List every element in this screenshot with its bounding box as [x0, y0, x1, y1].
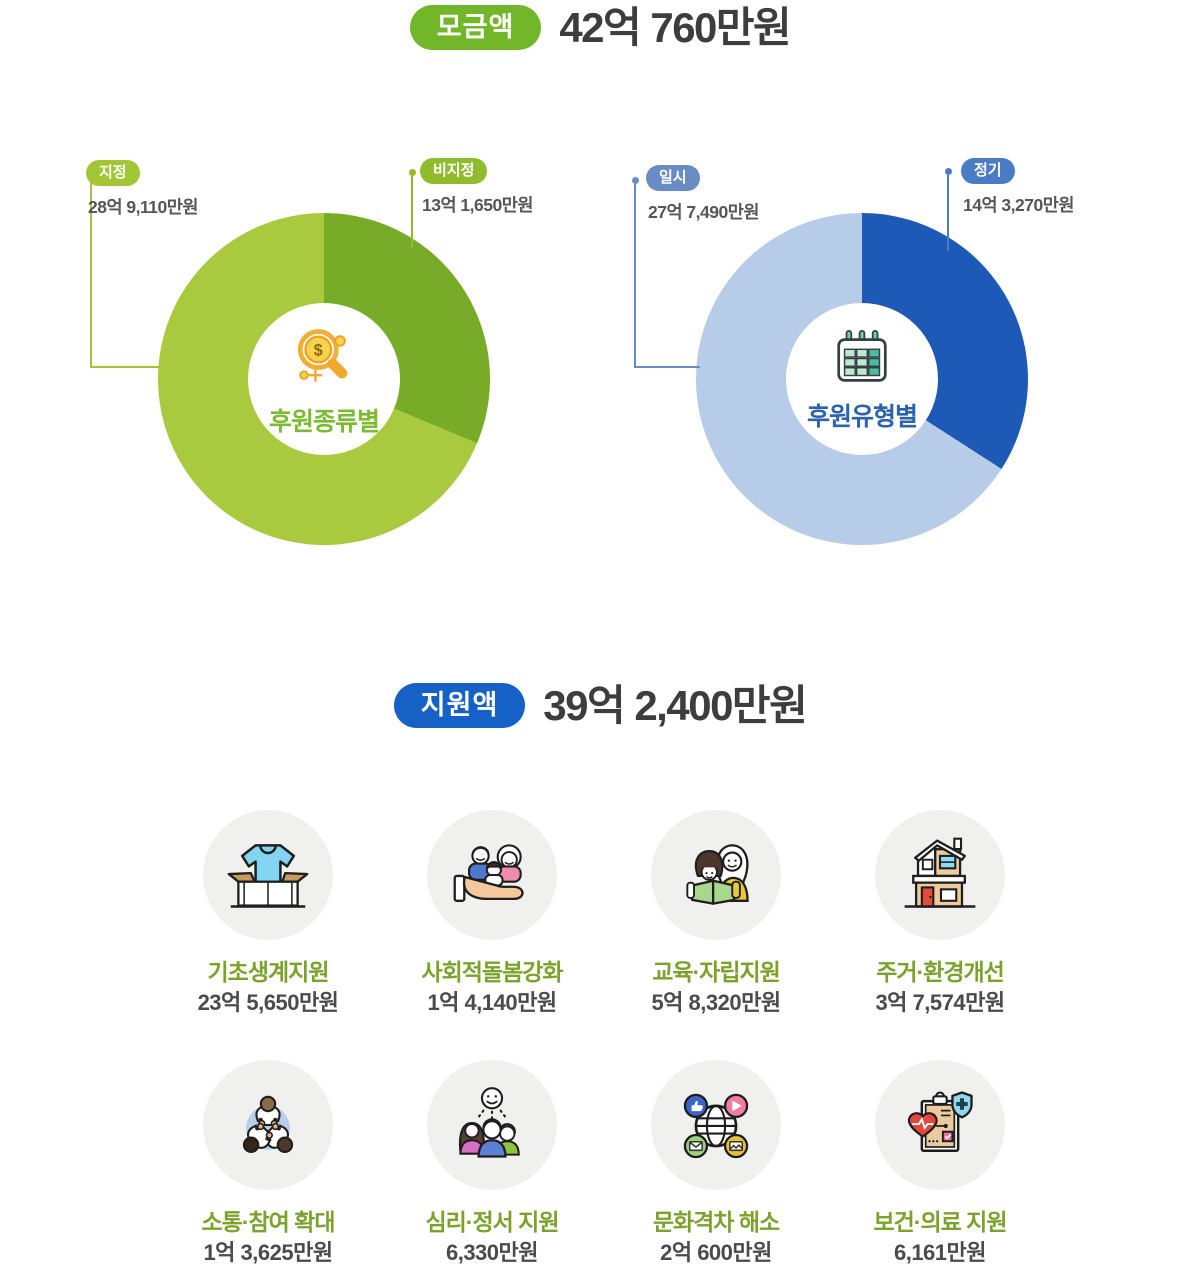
support-item-title: 교육·자립지원 — [652, 959, 781, 985]
icon-circle — [651, 1060, 781, 1190]
support-item-value: 23억 5,650만원 — [197, 990, 339, 1016]
support-item-basic-livelihood: 기초생계지원 23억 5,650만원 — [156, 810, 380, 1016]
support-item-title: 소통·참여 확대 — [201, 1209, 335, 1235]
reading-together-icon — [686, 844, 749, 905]
culture-globe-icon — [683, 1093, 749, 1159]
fundraising-badge: 모금액 — [409, 5, 542, 50]
bijijeong-callout-line-v — [411, 176, 413, 248]
support-item-education: 교육·자립지원 5억 8,320만원 — [604, 810, 828, 1016]
jijeong-badge: 지정 — [86, 160, 140, 186]
jeonggi-value: 14억 3,270만원 — [963, 194, 1074, 215]
support-grid-row-2: 소통·참여 확대 1억 3,625만원 — [156, 1060, 1052, 1266]
icon-circle — [203, 810, 333, 940]
donut-chart-sponsorship-type: $ 후원종류별 — [158, 213, 490, 545]
donut-chart-sponsorship-form: 후원유형별 — [696, 213, 1028, 545]
jijeong-callout-line-v — [90, 179, 92, 368]
donut-center-sponsorship-form: 후원유형별 — [786, 303, 938, 455]
ilsi-badge: 일시 — [646, 165, 700, 191]
support-item-culture: 문화격차 해소 2억 600만원 — [604, 1060, 828, 1266]
donut-center-sponsorship-type: $ 후원종류별 — [248, 303, 400, 455]
ilsi-callout-line-h — [634, 366, 700, 368]
support-item-healthcare: 보건·의료 지원 6,161만원 — [828, 1060, 1052, 1266]
ilsi-callout-dot — [632, 177, 639, 184]
callout-bijijeong: 비지정 13억 1,650만원 — [420, 158, 533, 217]
svg-text:$: $ — [314, 341, 323, 359]
support-item-value: 2억 600만원 — [660, 1240, 772, 1266]
jijeong-callout-line-h — [90, 366, 162, 368]
support-item-title: 사회적돌봄강화 — [421, 959, 563, 985]
icon-circle — [875, 1060, 1005, 1190]
jeonggi-callout-line-v — [947, 175, 949, 251]
calendar-icon — [837, 329, 887, 382]
fundraising-header: 모금액 42억 760만원 — [0, 5, 1200, 50]
support-item-title: 보건·의료 지원 — [873, 1209, 1007, 1235]
icon-circle — [875, 810, 1005, 940]
icon-circle — [427, 810, 557, 940]
support-item-value: 3억 7,574만원 — [875, 990, 1005, 1016]
house-icon — [904, 837, 976, 908]
support-badge: 지원액 — [393, 683, 526, 728]
callout-ilsi: 일시 27억 7,490만원 — [646, 165, 759, 224]
support-item-value: 1억 3,625만원 — [203, 1240, 333, 1266]
support-grid-row-1: 기초생계지원 23억 5,650만원 — [156, 810, 1052, 1016]
donut-title-sponsorship-type: 후원종류별 — [268, 407, 380, 436]
jijeong-value: 28억 9,110만원 — [88, 196, 198, 217]
support-item-value: 6,330만원 — [445, 1240, 539, 1266]
support-item-value: 1억 4,140만원 — [427, 990, 557, 1016]
ilsi-value: 27억 7,490만원 — [648, 201, 759, 222]
support-item-value: 5억 8,320만원 — [651, 990, 781, 1016]
ilsi-callout-line-v — [634, 184, 636, 368]
support-item-title: 기초생계지원 — [207, 959, 330, 985]
callout-jijeong: 지정 28억 9,110만원 — [86, 160, 198, 219]
family-in-hand-icon — [453, 844, 524, 902]
support-amount: 39억 2,400만원 — [543, 681, 807, 729]
emotional-support-icon — [458, 1087, 520, 1158]
callout-jeonggi: 정기 14억 3,270만원 — [961, 158, 1074, 217]
jeonggi-badge: 정기 — [961, 158, 1015, 184]
clothes-donation-box-icon — [227, 844, 309, 908]
support-item-social-care: 사회적돌봄강화 1억 4,140만원 — [380, 810, 604, 1016]
medical-chart-icon — [907, 1091, 973, 1153]
icon-circle — [427, 1060, 557, 1190]
support-item-housing: 주거·환경개선 3억 7,574만원 — [828, 810, 1052, 1016]
fundraising-amount: 42억 760만원 — [559, 3, 791, 51]
support-header: 지원액 39억 2,400만원 — [0, 683, 1200, 728]
support-item-value: 6,161만원 — [893, 1240, 987, 1266]
bijijeong-callout-dot — [409, 169, 416, 176]
money-magnifier-icon: $ — [297, 328, 348, 382]
icon-circle — [651, 810, 781, 940]
round-table-meeting-icon — [242, 1095, 294, 1153]
support-item-title: 문화격차 해소 — [652, 1209, 780, 1235]
support-item-communication: 소통·참여 확대 1억 3,625만원 — [156, 1060, 380, 1266]
support-item-title: 심리·정서 지원 — [425, 1209, 559, 1235]
donut-title-sponsorship-form: 후원유형별 — [806, 402, 918, 431]
bijijeong-badge: 비지정 — [420, 158, 488, 184]
jeonggi-callout-dot — [945, 168, 952, 175]
icon-circle — [203, 1060, 333, 1190]
bijijeong-value: 13억 1,650만원 — [422, 194, 533, 215]
support-item-title: 주거·환경개선 — [876, 959, 1005, 985]
support-item-psychological: 심리·정서 지원 6,330만원 — [380, 1060, 604, 1266]
